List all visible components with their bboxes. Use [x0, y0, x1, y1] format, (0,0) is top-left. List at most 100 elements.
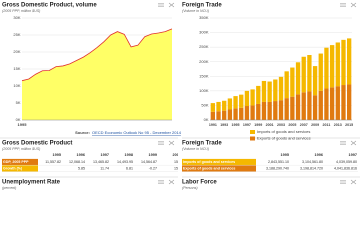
bar	[227, 109, 233, 120]
table-cell: 12,068.14	[69, 160, 85, 164]
bar	[278, 100, 284, 120]
panel-subtitle: (percent)	[2, 186, 16, 190]
row-label: Imports of goods and services	[183, 160, 235, 164]
y-tick-label: 150K	[199, 73, 209, 78]
y-tick-label: 350K	[199, 15, 209, 20]
bar	[301, 56, 306, 93]
bar	[244, 90, 250, 107]
bar	[244, 106, 250, 120]
bar	[341, 85, 346, 120]
menu-icon[interactable]	[340, 180, 346, 184]
row-label-bg	[2, 165, 38, 172]
bar	[250, 89, 255, 106]
bar	[347, 84, 352, 120]
table-cell: 3,104,561.80	[302, 160, 323, 164]
y-tick-label: 250K	[199, 44, 209, 49]
panel-title: Foreign Trade	[182, 3, 222, 9]
bar	[284, 71, 289, 99]
bar	[222, 110, 227, 120]
x-tick-label: 2005	[288, 123, 296, 127]
y-tick-label: 0K	[16, 117, 21, 122]
bar	[256, 85, 261, 104]
bar	[329, 45, 335, 88]
expand-icon[interactable]	[168, 2, 175, 8]
y-tick-label: 30K	[13, 15, 20, 20]
bar	[273, 79, 278, 102]
source-link[interactable]: OECD Economic Outlook No 95 - December 2…	[92, 130, 182, 135]
menu-icon[interactable]	[340, 141, 346, 145]
bar	[290, 96, 295, 120]
bar	[250, 105, 255, 120]
bar	[284, 98, 289, 120]
y-tick-label: 5K	[16, 100, 21, 105]
bar	[324, 47, 329, 89]
y-tick-label: 50K	[201, 102, 208, 107]
x-tick-label: 2009	[311, 123, 319, 127]
x-tick-label: 2001	[266, 123, 274, 127]
panel-title: Unemployment Rate	[2, 180, 61, 186]
bar	[307, 55, 312, 92]
panel-title: Gross Domestic Product	[2, 141, 72, 147]
y-tick-label: 200K	[199, 59, 209, 64]
row-label-bg	[182, 158, 256, 166]
bar	[267, 81, 272, 102]
column-header: 1995	[53, 153, 61, 157]
expand-icon[interactable]	[168, 179, 175, 185]
table-cell: 3,198,814.720	[300, 166, 323, 170]
expand-icon[interactable]	[350, 2, 357, 8]
panel-subtitle: (Volume in NCU)	[182, 147, 209, 151]
x-tick-label: 1999	[254, 123, 262, 127]
panel-title: Foreign Trade	[182, 141, 222, 147]
page: Gross Domestic Product, volume (2005 PPP…	[0, 2, 360, 190]
column-header: 1995	[281, 153, 289, 157]
table-cell: 6.81	[126, 166, 133, 170]
menu-icon[interactable]	[158, 3, 164, 7]
table-cell: 14,493.95	[117, 160, 133, 164]
table-cell: 4,041,836.816	[334, 166, 357, 170]
x-tick-label: 2011	[323, 123, 331, 127]
area	[22, 28, 172, 121]
x-tick-label: 1995	[18, 122, 28, 127]
menu-icon[interactable]	[158, 180, 164, 184]
legend-label: Imports of goods and services	[257, 129, 310, 134]
x-tick-label: 1993	[220, 123, 228, 127]
expand-icon[interactable]	[350, 140, 357, 146]
bar	[233, 96, 238, 109]
legend-label: Exports of goods and services	[257, 136, 311, 141]
legend-swatch	[250, 136, 255, 141]
menu-icon[interactable]	[340, 3, 346, 7]
expand-icon[interactable]	[350, 179, 357, 185]
bar	[267, 101, 272, 120]
x-tick-label: 2015	[345, 123, 353, 127]
bar	[273, 101, 278, 120]
bar	[295, 94, 301, 120]
table-cell: 3,188,290.740	[266, 166, 289, 170]
y-tick-label: 100K	[199, 88, 209, 93]
bar	[335, 42, 340, 87]
y-tick-label: 300K	[199, 30, 209, 35]
x-tick-label: 2003	[277, 123, 285, 127]
expand-icon[interactable]	[168, 140, 175, 146]
x-tick-label: 2007	[300, 123, 308, 127]
bar	[290, 67, 295, 97]
row-label: GDP, 2005 PPP	[3, 160, 29, 164]
dashboard: Gross Domestic Product, volume (2005 PPP…	[0, 2, 360, 190]
menu-icon[interactable]	[158, 141, 164, 145]
bar	[210, 111, 215, 120]
panel-subtitle: (2005 PPP, million $US)	[2, 9, 40, 13]
bar	[261, 80, 267, 102]
table-cell: 14,564.87	[141, 160, 157, 164]
bar	[347, 38, 352, 85]
column-header: 1997	[101, 153, 109, 157]
bar	[341, 39, 346, 86]
bar	[312, 66, 318, 96]
bar	[239, 94, 244, 108]
bar	[295, 62, 301, 95]
bar	[256, 103, 261, 120]
panel-title: Gross Domestic Product, volume	[2, 3, 97, 9]
panel-subtitle: (Persons)	[182, 186, 198, 190]
bar	[335, 86, 340, 120]
bar	[324, 88, 329, 120]
panel-subtitle: (2005 PPP, million $US)	[2, 147, 40, 151]
column-header: 2000	[173, 153, 181, 157]
